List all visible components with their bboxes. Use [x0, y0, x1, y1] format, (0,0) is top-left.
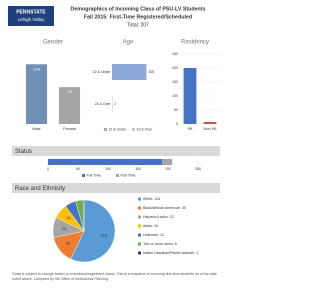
- y-tick-label: 50: [174, 108, 178, 112]
- pie-slice: [70, 199, 116, 263]
- report-subtitle: Fall 2015: First-Time Registered/Schedul…: [84, 14, 192, 20]
- legend-label: White: 118: [143, 197, 160, 201]
- y-tick-label: 100: [172, 94, 178, 98]
- legend-label: Hispanic/Latino: 22: [143, 215, 174, 219]
- bar: [58, 87, 81, 124]
- panel-header: [12, 146, 220, 156]
- page: PENNSTATE Lehigh Valley Demographics of …: [8, 6, 220, 281]
- bar: [183, 68, 197, 124]
- bar-segment: [162, 159, 173, 165]
- logo-campus: Lehigh Valley: [18, 17, 45, 22]
- report-total: Total: 207: [127, 22, 149, 28]
- chart-title: Age: [123, 40, 134, 46]
- y-tick-label: 0: [176, 122, 178, 126]
- legend-swatch: [138, 251, 141, 255]
- x-tick-label: 50: [76, 167, 80, 171]
- slice-label: 118: [100, 232, 107, 237]
- pie-slice: [82, 199, 85, 232]
- legend-swatch: [132, 128, 135, 131]
- y-tick-label: 23 & Over: [95, 102, 112, 106]
- legend-label: Native Hawaiian/Pacific Islander: 1: [143, 251, 198, 255]
- bar: [112, 64, 147, 80]
- legend-label: 22 & Under: [109, 127, 128, 131]
- y-tick-label: 22 & Under: [93, 70, 112, 74]
- x-tick-label: PA: [188, 127, 193, 131]
- footer: *Data is subject to change based on sche…: [12, 272, 217, 281]
- value-label: 79: [67, 89, 72, 94]
- value-label: 128: [33, 66, 40, 71]
- report-title: Demographics of Incoming Class of PSU-LV…: [71, 6, 206, 12]
- slice-label: 16: [66, 215, 71, 220]
- value-label: 205: [148, 70, 154, 74]
- legend-swatch: [138, 233, 141, 237]
- report: PENNSTATE Lehigh Valley Demographics of …: [8, 6, 220, 281]
- y-tick-label: 250: [172, 52, 178, 56]
- footer-note: *Data is subject to change based on sche…: [12, 272, 217, 281]
- logo: [8, 6, 54, 26]
- legend-swatch: [138, 197, 141, 201]
- chart-title: Residency: [181, 40, 209, 46]
- legend-label: Asian: 16: [143, 224, 158, 228]
- value-label: 2: [114, 102, 116, 106]
- legend-swatch: [138, 215, 141, 219]
- legend-label: Part Time: [121, 173, 136, 177]
- legend-swatch: [138, 242, 141, 246]
- legend-swatch: [104, 128, 107, 131]
- legend-swatch: [138, 224, 141, 228]
- x-tick-label: Non-PA: [203, 127, 216, 131]
- slice-label: 30: [66, 241, 71, 246]
- chart-title: Race and Ethnicity: [15, 186, 65, 192]
- slice-label: 22: [62, 226, 67, 231]
- bar: [112, 96, 113, 112]
- x-tick-label: 0: [47, 167, 49, 171]
- x-tick-label: 200: [165, 167, 171, 171]
- logo-text: PENNSTATE: [16, 9, 46, 15]
- legend-swatch: [82, 174, 85, 177]
- chart-title: Gender: [43, 40, 63, 46]
- bar: [25, 64, 48, 124]
- x-tick-label: Male: [32, 127, 40, 131]
- bar-segment: [48, 159, 162, 165]
- legend-swatch: [116, 174, 119, 177]
- legend-label: Full Time: [87, 173, 101, 177]
- y-tick-label: 200: [172, 66, 178, 70]
- legend-label: Unknown: 12: [143, 233, 164, 237]
- chart-title: Status: [15, 149, 32, 155]
- y-tick-label: 150: [172, 80, 178, 84]
- bar: [203, 122, 217, 124]
- x-tick-label: 250: [195, 167, 201, 171]
- panel-header: [12, 183, 220, 193]
- legend-swatch: [138, 206, 141, 210]
- legend-label: Black/African American: 30: [143, 206, 186, 210]
- x-tick-label: Female: [63, 127, 76, 131]
- x-tick-label: 100: [105, 167, 111, 171]
- x-tick-label: 150: [135, 167, 141, 171]
- legend-label: Two or more races: 8: [143, 242, 177, 246]
- legend-label: 23 & Over: [137, 127, 154, 131]
